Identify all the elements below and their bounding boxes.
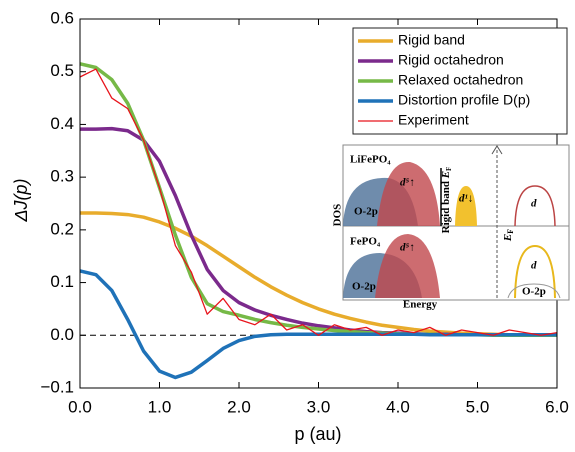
legend-label: Rigid band (398, 32, 465, 48)
inset-label: DOS (332, 204, 344, 227)
y-tick-label: 0.6 (50, 8, 74, 27)
inset-label: Energy (403, 299, 438, 311)
y-tick-label: 0.0 (50, 325, 74, 344)
x-tick-label: 6.0 (545, 397, 569, 416)
inset-label: EF (502, 229, 515, 242)
inset-label: O-2p (522, 286, 546, 298)
y-tick-label: 0.5 (50, 61, 74, 80)
inset-label: E (502, 234, 514, 242)
y-tick-label: 0.4 (50, 114, 74, 133)
x-tick-label: 0.0 (68, 397, 92, 416)
series-line (79, 269, 557, 380)
y-tick-label: 0.3 (50, 167, 74, 186)
series-line (79, 68, 558, 336)
x-tick-label: 1.0 (148, 397, 172, 416)
inset-label: d (531, 198, 537, 210)
inset-label: F (506, 229, 515, 234)
inset-label: F (445, 167, 453, 171)
x-axis-label: p (au) (294, 424, 341, 444)
legend-label: Distortion profile D(p) (398, 92, 530, 108)
x-tick-label: 2.0 (227, 397, 251, 416)
x-tick-label: 4.0 (386, 397, 410, 416)
inset-label: E (440, 171, 452, 179)
legend-label: Experiment (398, 112, 469, 128)
d-up-band (377, 161, 440, 226)
inset-label: O-2p (354, 206, 378, 218)
legend-label: Rigid octahedron (398, 52, 504, 68)
inset-label: FePO₄ (350, 236, 381, 248)
x-tick-label: 3.0 (307, 397, 331, 416)
ef-arrow-head (491, 145, 503, 155)
d-down-band (455, 186, 477, 226)
d-up-band (375, 234, 440, 298)
plot-area: −0.10.00.10.20.30.40.50.60.0 1.0 2.0 3.0 4.0… (40, 8, 568, 416)
inset-label: d⁵↑ (400, 242, 415, 254)
inset-label: O-2p (352, 281, 376, 293)
o2p-band-outline (507, 283, 561, 299)
y-tick-label: 0.2 (50, 219, 74, 238)
y-axis-label: ΔJ(p) (11, 178, 31, 222)
y-tick-label: −0.1 (40, 377, 74, 396)
inset-label: Rigid band (440, 181, 452, 233)
legend-label: Relaxed octahedron (398, 72, 523, 88)
inset-label: d⁵↑ (400, 177, 415, 189)
d-band-outline (514, 244, 556, 299)
inset-label: LiFePO₄ (350, 154, 391, 166)
inset-label: d (531, 260, 537, 272)
x-tick-label: 5.0 (466, 397, 490, 416)
legend: Rigid band Rigid octahedron Relaxed octahe… (352, 27, 568, 135)
inset-label: d¹↓ (459, 193, 473, 205)
inset: LiFePO₄ FePO₄ DOS Energy O-2p O-2p O-2p … (332, 144, 570, 311)
inset-label: Rigid band EF (440, 167, 453, 234)
d-band-outline (514, 185, 556, 227)
y-tick-label: 0.1 (50, 272, 74, 291)
